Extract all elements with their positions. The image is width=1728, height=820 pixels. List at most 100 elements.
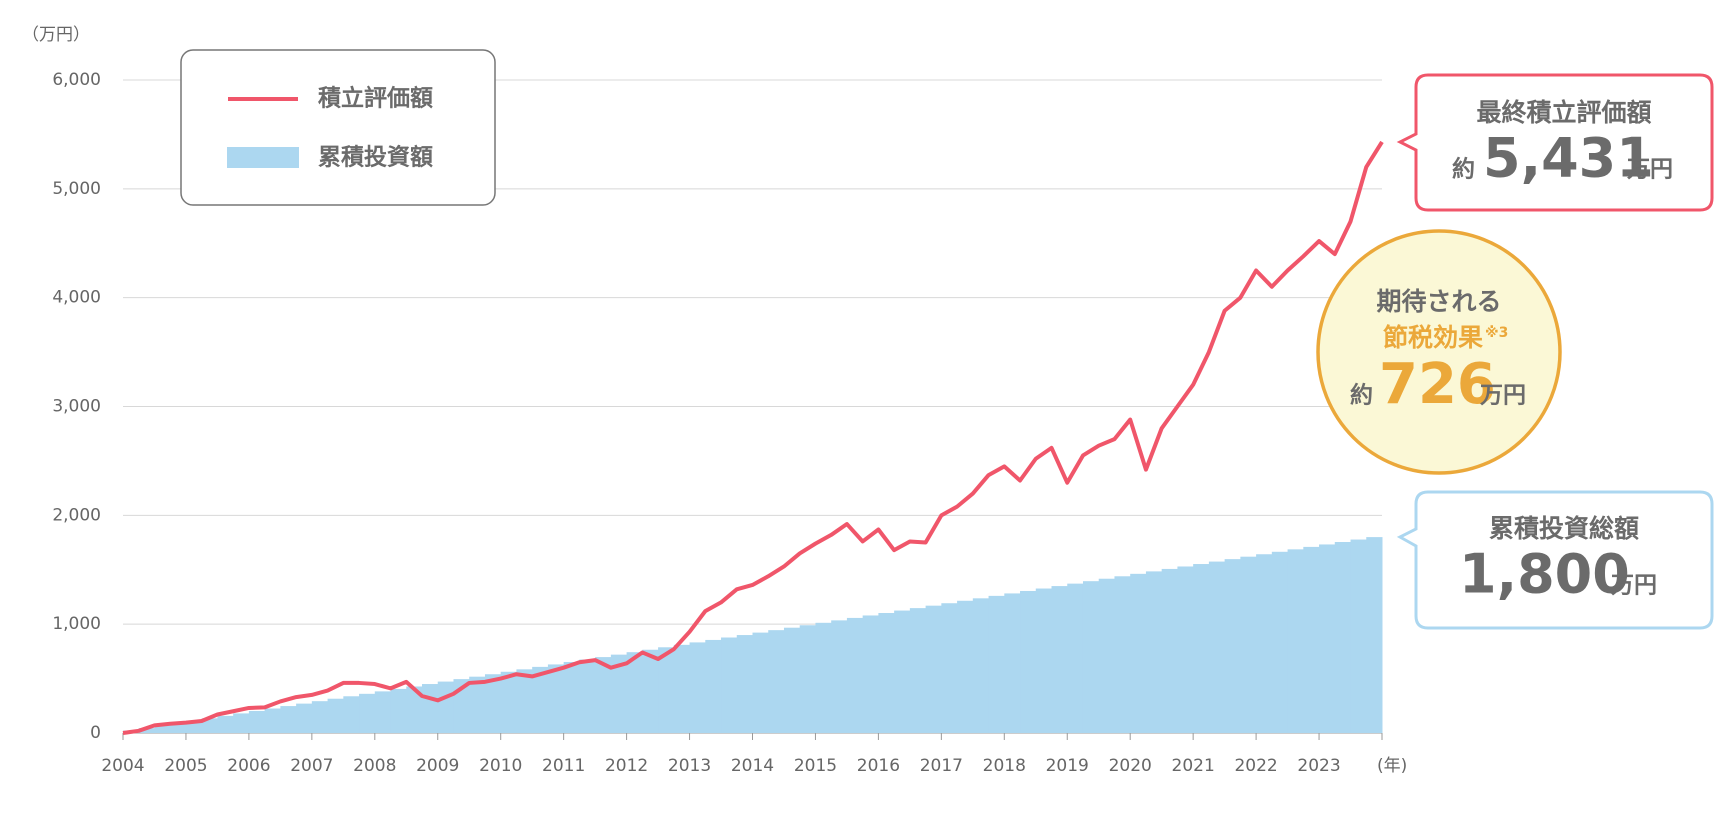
area-step [768,630,785,733]
callout-unit: 万円 [1611,573,1657,599]
area-step [280,706,297,733]
area-step [846,617,864,733]
callout-box [1396,73,1714,212]
callout-subtitle: 節税効果 [1383,323,1483,352]
area-step [1114,576,1131,733]
x-tick-label: 2004 [101,756,144,776]
y-tick-label: 6,000 [52,70,101,90]
area-step [469,676,486,733]
area-step [610,654,628,733]
area-step [1193,564,1210,733]
x-tick-label: 2023 [1297,756,1340,776]
legend-label: 累積投資額 [318,144,433,171]
callout-title: 累積投資総額 [1489,514,1639,543]
x-tick-label: 2022 [1234,756,1277,776]
area-step [1350,539,1367,733]
area-step [170,723,187,733]
area-step [390,688,407,733]
y-tick-label: 1,000 [52,614,101,634]
x-tick-label: 2005 [164,756,207,776]
callout-unit: 万円 [1480,383,1526,409]
area-step [1145,571,1163,733]
area-step [752,632,769,733]
area-step [909,608,927,733]
area-step [1256,554,1273,733]
area-step [154,725,171,733]
area-step [1177,566,1194,733]
x-tick-label: 2010 [479,756,522,776]
y-tick-label: 2,000 [52,505,101,525]
area-step [327,698,344,733]
legend-label: 積立評価額 [318,85,433,112]
area-step [233,713,250,733]
area-step [925,605,942,733]
x-tick-label: 2016 [857,756,900,776]
x-tick-label: 2007 [290,756,333,776]
x-tick-label: 2018 [983,756,1026,776]
callout-note: ※3 [1485,325,1508,341]
y-tick-label: 0 [90,723,101,743]
area-step [201,718,218,733]
line-series [122,140,1384,735]
area-step [595,657,612,733]
legend-swatch [227,147,299,168]
area-step [689,642,706,733]
x-tick-label: 2011 [542,756,585,776]
area-step [831,620,848,733]
area-step [799,625,816,733]
legend-box [180,49,496,206]
area-step [359,693,376,733]
callout-circle [1316,229,1562,475]
x-tick-label: 2019 [1046,756,1089,776]
area-step [1334,541,1352,733]
x-tick-label: 2012 [605,756,648,776]
area-step [1287,549,1304,733]
area-step [532,666,549,733]
area-step [217,715,234,733]
area-step [673,644,691,733]
area-step [972,598,990,733]
area-step [138,728,155,733]
callout-final: 最終積立評価額 約 5,431 万円 [1396,73,1714,212]
area-step [1161,568,1178,733]
area-step [1098,578,1115,733]
area-step [642,649,659,733]
callout-value: 5,431 [1483,127,1654,190]
area-step [248,710,266,733]
area-step [264,708,281,733]
area-step [500,671,517,733]
area-step [988,595,1005,733]
area-step [705,639,722,733]
callout-tax: 期待される 節税効果 ※3 約 726 万円 [1316,229,1562,475]
x-tick-label: 2020 [1109,756,1152,776]
area-step [862,615,879,733]
x-tick-label: 2014 [731,756,774,776]
x-tick-label: 2013 [668,756,711,776]
area-step [957,600,974,733]
area-step [296,703,313,733]
area-step [1303,546,1320,733]
callout-box [1396,490,1714,630]
area-step [1035,588,1053,733]
callout-value: 1,800 [1459,543,1630,606]
callout-title: 期待される [1376,287,1501,316]
x-tick-label: 2009 [416,756,459,776]
area-step [1004,593,1021,733]
x-tick-label: 2017 [920,756,963,776]
area-step [1366,537,1383,733]
area-step [1082,581,1100,733]
callout-title: 最終積立評価額 [1476,98,1651,127]
area-step [1240,556,1257,733]
x-tick-label: 2006 [227,756,270,776]
area-step [736,635,753,733]
y-tick-label: 3,000 [52,397,101,417]
area-step [422,684,439,733]
area-step [878,613,895,733]
area-step [1271,551,1289,733]
callout-value: 726 [1379,352,1496,417]
y-tick-label: 4,000 [52,288,101,308]
area-step [1130,573,1147,733]
area-step [1224,559,1241,733]
callout-prefix: 約 [1452,156,1475,183]
